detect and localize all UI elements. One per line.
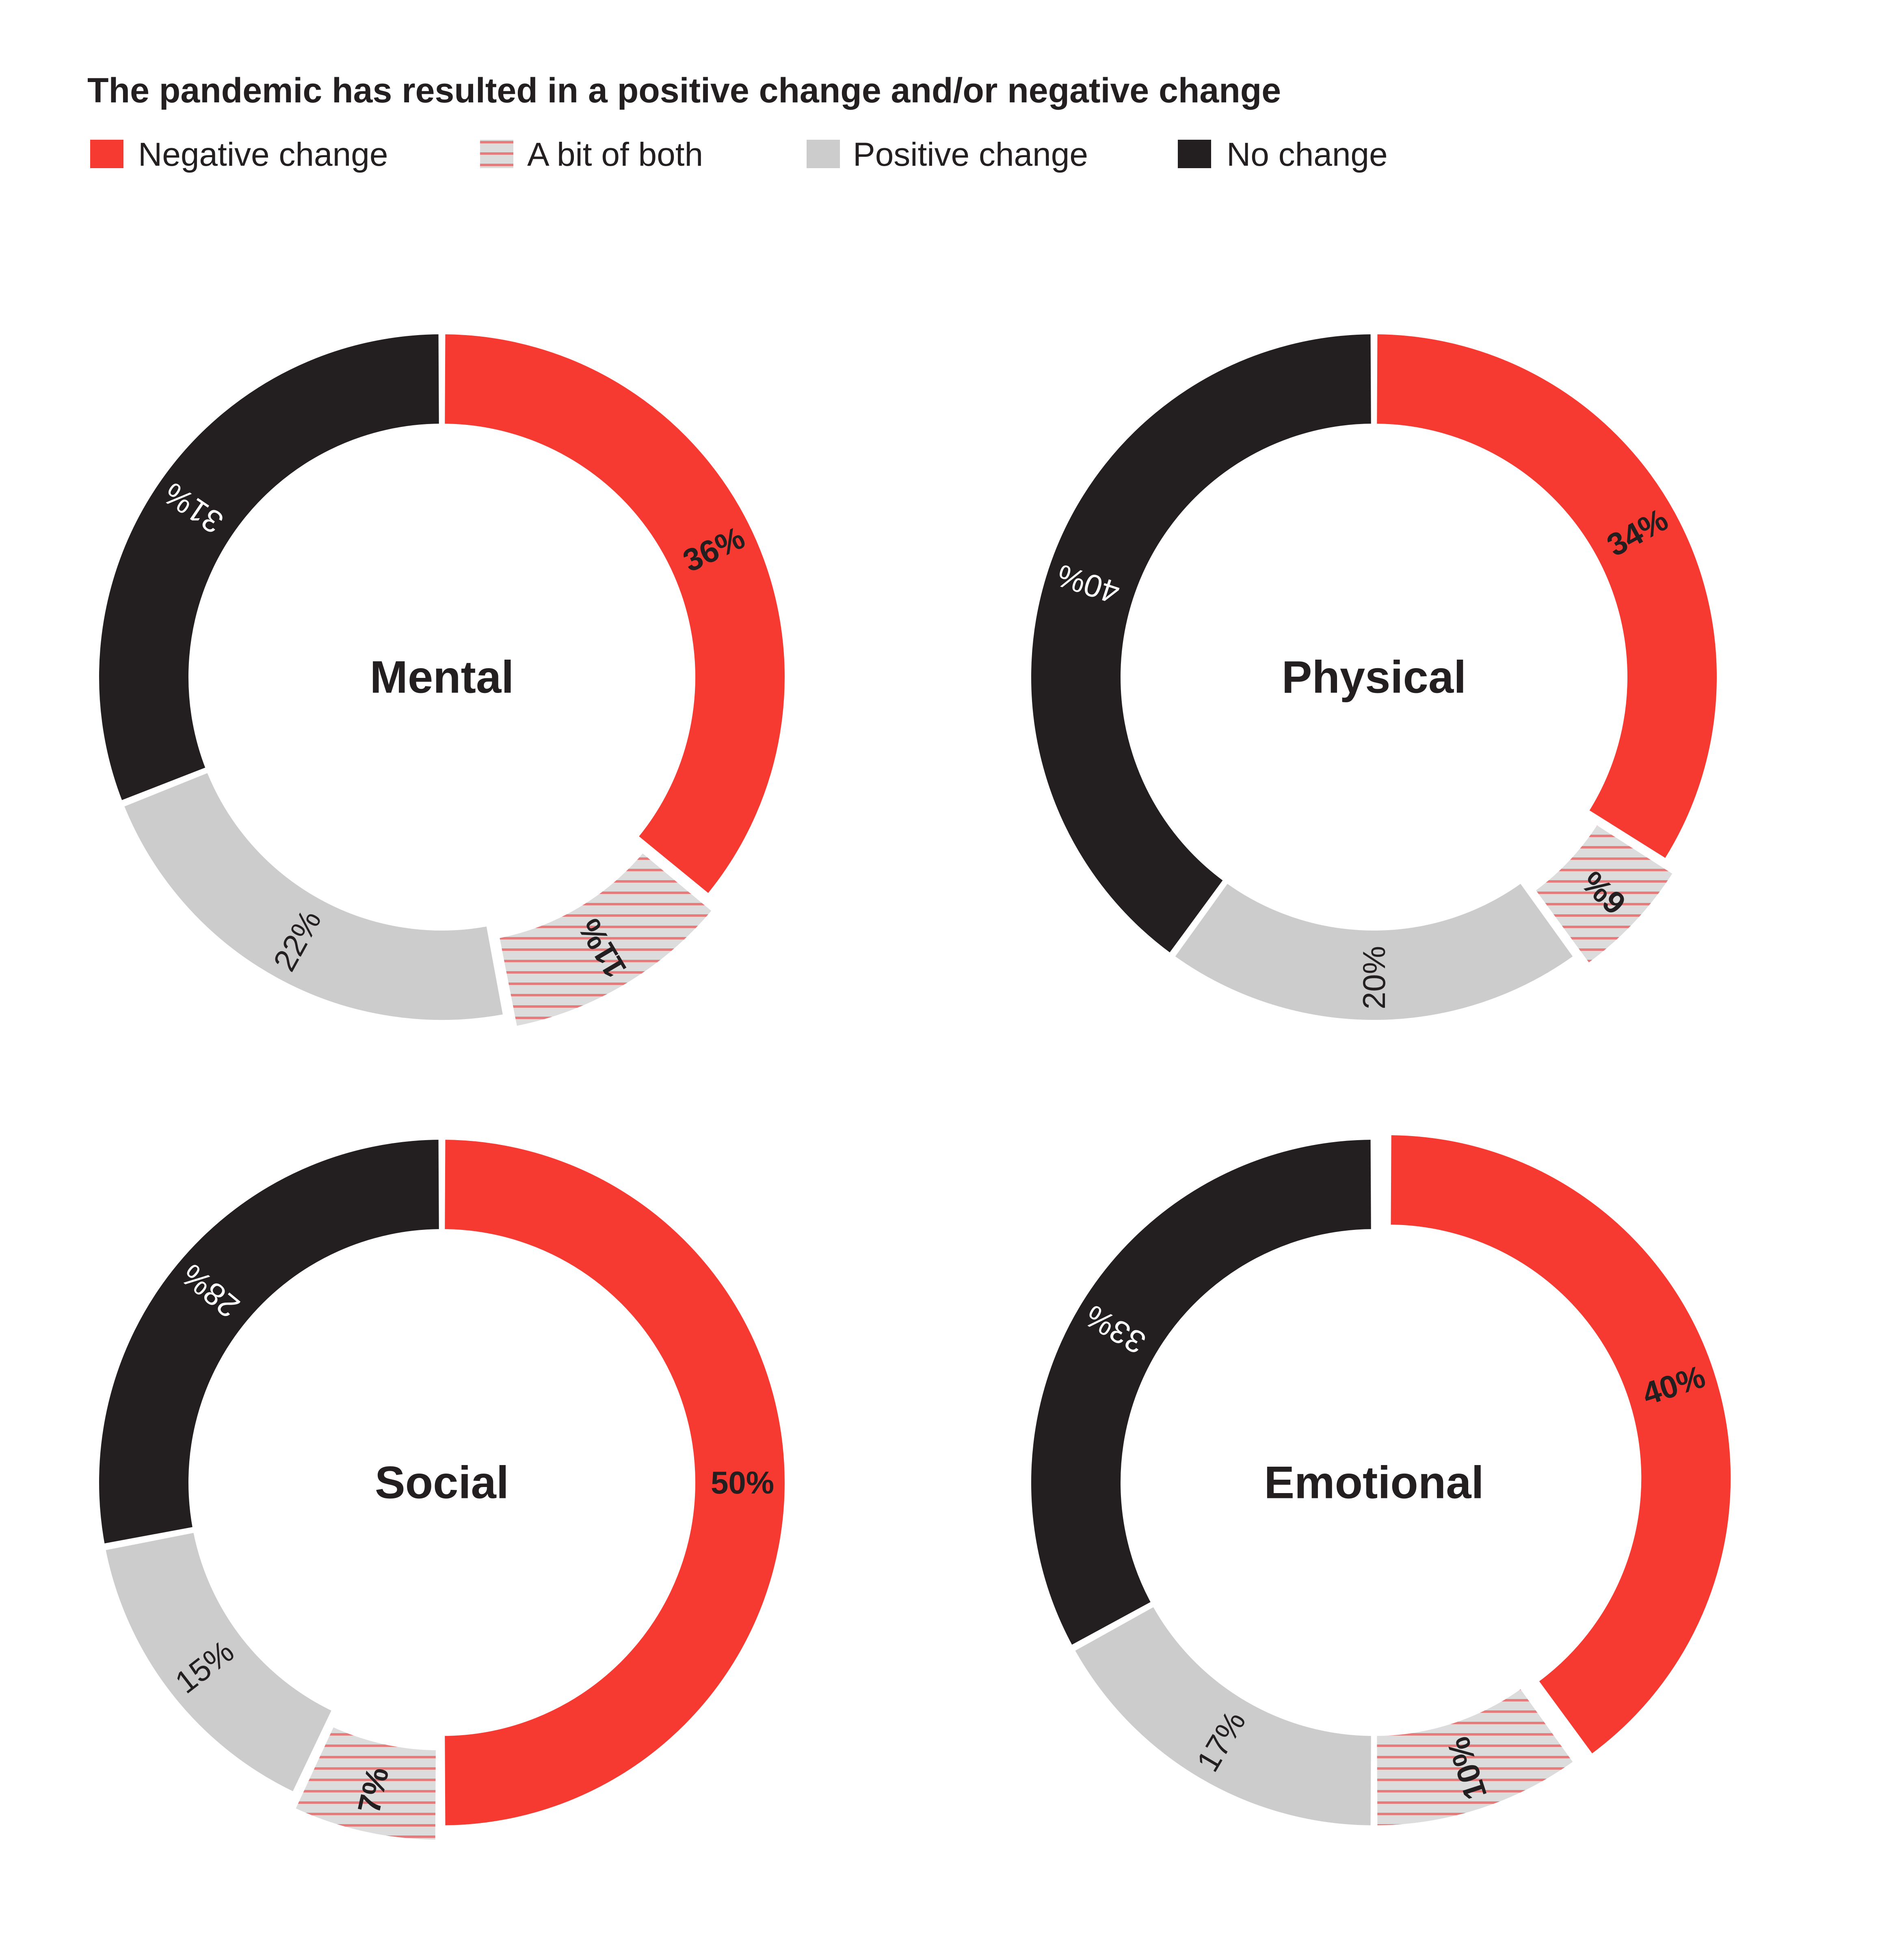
slice-label-social-negative: 50% — [711, 1465, 774, 1500]
donut-center-label-mental: Mental — [370, 652, 514, 703]
slice-emotional-none — [1028, 1136, 1374, 1649]
donut-center-label-emotional: Emotional — [1264, 1457, 1484, 1508]
legend-swatch-negative — [90, 140, 123, 168]
slice-emotional-negative — [1387, 1132, 1734, 1758]
legend-swatch-none — [1178, 140, 1211, 168]
slice-social-negative — [441, 1136, 788, 1829]
slice-social-positive — [102, 1529, 336, 1796]
legend-label-none: No change — [1227, 136, 1388, 173]
slice-social-both — [291, 1723, 439, 1843]
donut-mental: 36%11%22%31%Mental — [96, 331, 788, 1030]
slice-physical-positive — [1171, 879, 1577, 1024]
donut-center-label-physical: Physical — [1282, 652, 1467, 703]
slice-physical-negative — [1374, 331, 1720, 863]
chart-title: The pandemic has resulted in a positive … — [87, 71, 1281, 110]
donut-physical: 34%6%20%40%Physical — [1028, 331, 1720, 1024]
legend-label-negative: Negative change — [138, 136, 388, 173]
slice-mental-both — [495, 849, 716, 1030]
slice-mental-positive — [120, 769, 507, 1023]
slice-mental-negative — [441, 331, 788, 898]
legend-item-positive: Positive change — [807, 136, 1088, 173]
legend-label-both: A bit of both — [527, 136, 703, 173]
slice-physical-none — [1028, 331, 1374, 957]
donut-social: 50%7%15%28%Social — [96, 1136, 788, 1843]
slice-emotional-positive — [1071, 1603, 1374, 1829]
slice-mental-none — [96, 331, 442, 805]
slice-label-physical-positive: 20% — [1356, 946, 1392, 1009]
donut-charts: 36%11%22%31%Mental 34%6%20%40%Physical 50%… — [96, 331, 1734, 1843]
legend-item-negative: Negative change — [90, 136, 388, 173]
legend-item-both: A bit of both — [480, 136, 703, 173]
slice-emotional-both — [1374, 1684, 1577, 1829]
slice-physical-both — [1531, 821, 1677, 967]
donut-emotional: 40%10%17%33%Emotional — [1028, 1132, 1734, 1829]
legend-label-positive: Positive change — [853, 136, 1088, 173]
legend: Negative change A bit of both Positive c… — [90, 136, 1388, 173]
donut-center-label-social: Social — [375, 1457, 509, 1508]
legend-item-none: No change — [1178, 136, 1388, 173]
legend-swatch-positive — [807, 140, 840, 168]
legend-swatch-both — [480, 140, 513, 168]
slice-social-none — [96, 1136, 442, 1548]
